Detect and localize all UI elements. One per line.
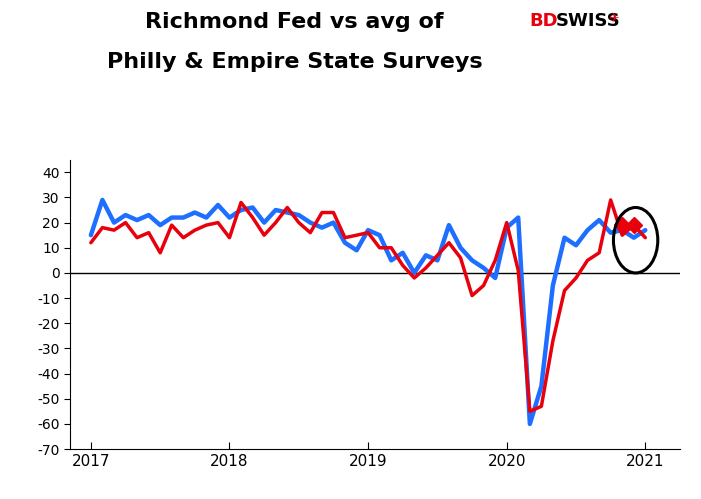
Legend: Richmond Fed, RF forecast, Philly & Empire avg: Richmond Fed, RF forecast, Philly & Empi… — [77, 497, 458, 499]
Text: Philly & Empire State Surveys: Philly & Empire State Surveys — [107, 52, 482, 72]
Text: ✈: ✈ — [608, 12, 619, 25]
Text: Richmond Fed vs avg of: Richmond Fed vs avg of — [145, 12, 444, 32]
Text: BD: BD — [529, 12, 558, 30]
Text: SWISS: SWISS — [556, 12, 620, 30]
